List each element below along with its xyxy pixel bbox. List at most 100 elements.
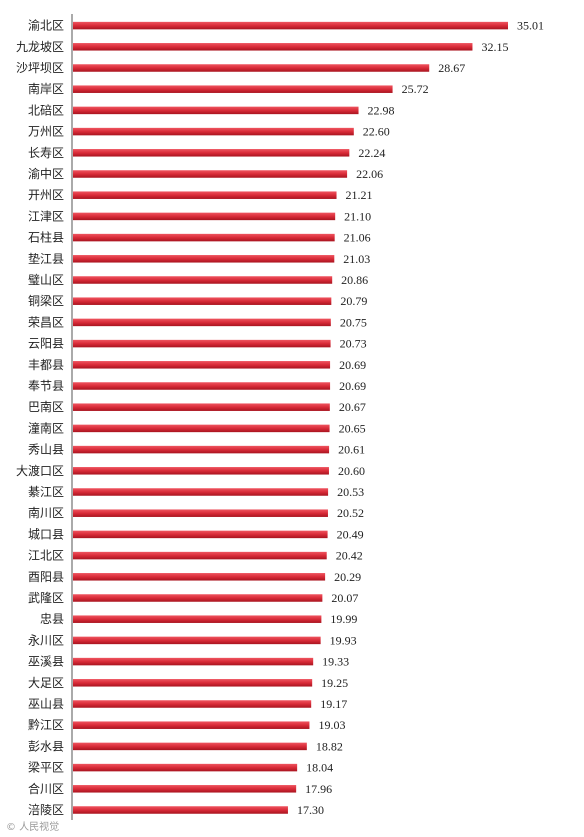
category-label: 城口县 <box>28 527 64 541</box>
bar <box>73 43 473 51</box>
category-label: 涪陵区 <box>28 802 64 817</box>
value-label: 20.67 <box>339 400 366 414</box>
bar <box>73 297 332 305</box>
bar <box>73 21 508 30</box>
value-label: 19.99 <box>330 612 357 626</box>
bar <box>73 742 307 751</box>
bar <box>73 361 331 369</box>
value-label: 20.53 <box>337 485 364 499</box>
bar <box>73 806 288 814</box>
category-label: 巫溪县 <box>28 655 64 669</box>
bar <box>73 488 329 496</box>
value-label: 35.01 <box>517 19 544 33</box>
value-label: 22.98 <box>368 103 395 117</box>
category-label: 江津区 <box>28 209 64 223</box>
category-label: 北碚区 <box>28 102 64 117</box>
value-label: 22.06 <box>356 167 383 181</box>
bar <box>73 403 330 411</box>
bar <box>73 127 354 136</box>
category-label: 丰都县 <box>28 358 64 372</box>
value-label: 18.04 <box>306 761 333 775</box>
bar <box>73 339 331 348</box>
bar <box>73 318 331 327</box>
bar <box>73 445 330 454</box>
category-label: 武隆区 <box>28 590 64 605</box>
category-label: 石柱县 <box>28 230 64 245</box>
value-label: 20.75 <box>340 315 367 329</box>
value-label: 32.15 <box>481 40 508 54</box>
bar <box>73 276 333 284</box>
bar <box>73 657 314 666</box>
category-label: 巴南区 <box>28 399 64 414</box>
value-label: 21.21 <box>346 188 373 202</box>
value-label: 20.61 <box>338 443 365 457</box>
category-label: 梁平区 <box>28 760 64 775</box>
bar <box>73 530 328 539</box>
value-label: 20.42 <box>336 549 363 563</box>
category-label: 彭水县 <box>28 739 64 753</box>
bar <box>73 763 298 772</box>
bar <box>73 85 393 93</box>
category-label: 万州区 <box>28 125 64 139</box>
category-label: 九龙坡区 <box>16 40 64 54</box>
bar <box>73 721 310 729</box>
value-label: 17.96 <box>305 782 332 796</box>
value-label: 17.30 <box>297 803 324 817</box>
category-label: 南岸区 <box>28 81 64 96</box>
category-label: 大足区 <box>28 676 64 690</box>
bar <box>73 509 328 517</box>
category-label: 江北区 <box>28 549 64 563</box>
category-label: 璧山区 <box>28 272 64 287</box>
bar <box>73 785 297 793</box>
value-label: 19.25 <box>321 676 348 690</box>
category-label: 秀山县 <box>28 443 64 457</box>
category-label: 酉阳县 <box>28 570 64 584</box>
bar <box>73 149 350 157</box>
bar <box>73 255 335 263</box>
category-label: 合川区 <box>28 781 64 796</box>
bar <box>73 64 430 72</box>
value-label: 19.17 <box>320 697 347 711</box>
category-label: 南川区 <box>28 505 64 520</box>
value-label: 20.49 <box>337 527 364 541</box>
category-label: 长寿区 <box>28 146 64 160</box>
value-label: 20.73 <box>340 337 367 351</box>
value-label: 18.82 <box>316 739 343 753</box>
category-label: 大渡口区 <box>16 463 64 478</box>
value-label: 21.03 <box>343 252 370 266</box>
watermark: © 人民视觉 <box>6 822 60 833</box>
value-label: 20.65 <box>339 421 366 435</box>
bar <box>73 106 359 115</box>
value-label: 20.79 <box>340 294 367 308</box>
value-label: 22.60 <box>363 125 390 139</box>
category-label: 垫江县 <box>28 251 64 266</box>
bar <box>73 212 336 221</box>
value-label: 21.10 <box>344 209 371 223</box>
category-label: 黔江区 <box>28 717 64 732</box>
category-label: 沙坪坝区 <box>16 61 64 75</box>
bar <box>73 191 337 199</box>
value-label: 22.24 <box>358 146 385 160</box>
value-label: 20.60 <box>338 464 365 478</box>
value-label: 25.72 <box>402 82 429 96</box>
value-label: 20.52 <box>337 506 364 520</box>
value-label: 20.86 <box>341 273 368 287</box>
category-label: 云阳县 <box>28 337 64 351</box>
bar <box>73 594 323 602</box>
value-label: 20.07 <box>331 591 358 605</box>
value-label: 19.33 <box>322 655 349 669</box>
bar <box>73 573 326 581</box>
value-label: 20.69 <box>339 379 366 393</box>
bar <box>73 636 321 645</box>
bar <box>73 679 313 687</box>
category-label: 奉节县 <box>28 379 64 393</box>
category-label: 忠县 <box>40 612 64 626</box>
category-label: 渝中区 <box>28 166 64 181</box>
category-label: 永川区 <box>28 633 64 647</box>
bar <box>73 382 331 390</box>
category-label: 綦江区 <box>28 485 64 499</box>
value-label: 28.67 <box>438 61 465 75</box>
category-label: 潼南区 <box>28 420 64 435</box>
bar <box>73 233 335 242</box>
